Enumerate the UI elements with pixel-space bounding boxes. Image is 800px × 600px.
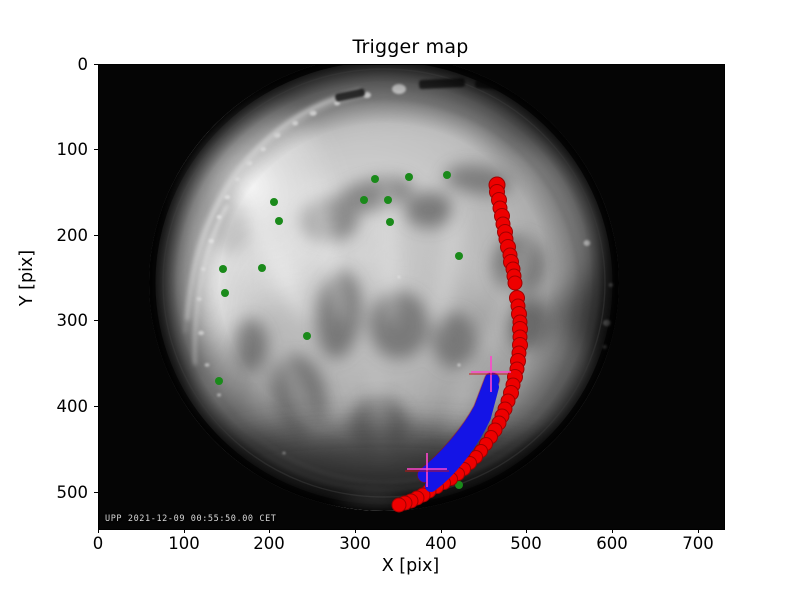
track-endpoint-crosshairs-red xyxy=(405,373,513,472)
xtick-label-400: 400 xyxy=(425,534,457,553)
ytick-mark xyxy=(94,149,98,150)
xtick-label-0: 0 xyxy=(92,534,104,553)
xtick-mark xyxy=(184,529,185,533)
xtick-mark xyxy=(441,529,442,533)
page-title: Trigger map xyxy=(352,36,469,58)
xtick-label-600: 600 xyxy=(596,534,628,553)
xtick-mark xyxy=(98,529,99,533)
meteor-track-blue-core xyxy=(425,381,499,492)
ytick-label-100: 100 xyxy=(56,140,89,159)
xtick-mark xyxy=(698,529,699,533)
ytick-label-400: 400 xyxy=(56,397,89,416)
ytick-mark xyxy=(94,406,98,407)
xtick-label-300: 300 xyxy=(339,534,371,553)
xtick-label-500: 500 xyxy=(510,534,542,553)
xtick-mark xyxy=(269,529,270,533)
x-axis-label: X [pix] xyxy=(381,556,440,576)
ytick-mark xyxy=(94,320,98,321)
ytick-mark xyxy=(94,64,98,65)
image-timestamp-overlay: UPP 2021-12-09 00:55:50.00 CET xyxy=(105,514,277,524)
ytick-label-200: 200 xyxy=(56,226,89,245)
plot-area[interactable]: UPP 2021-12-09 00:55:50.00 CET xyxy=(98,64,725,530)
ytick-label-0: 0 xyxy=(77,55,89,74)
ytick-label-300: 300 xyxy=(56,311,89,330)
meteor-track-red xyxy=(391,176,528,513)
xtick-mark xyxy=(355,529,356,533)
y-axis-label: Y [pix] xyxy=(17,249,37,307)
all-sky-image xyxy=(99,65,724,529)
xtick-mark xyxy=(612,529,613,533)
xtick-mark xyxy=(526,529,527,533)
xtick-label-100: 100 xyxy=(168,534,200,553)
ytick-mark xyxy=(94,235,98,236)
ytick-label-500: 500 xyxy=(56,483,89,502)
xtick-label-200: 200 xyxy=(253,534,285,553)
ytick-mark xyxy=(94,492,98,493)
green-trigger-points xyxy=(215,171,463,489)
xtick-label-700: 700 xyxy=(682,534,714,553)
